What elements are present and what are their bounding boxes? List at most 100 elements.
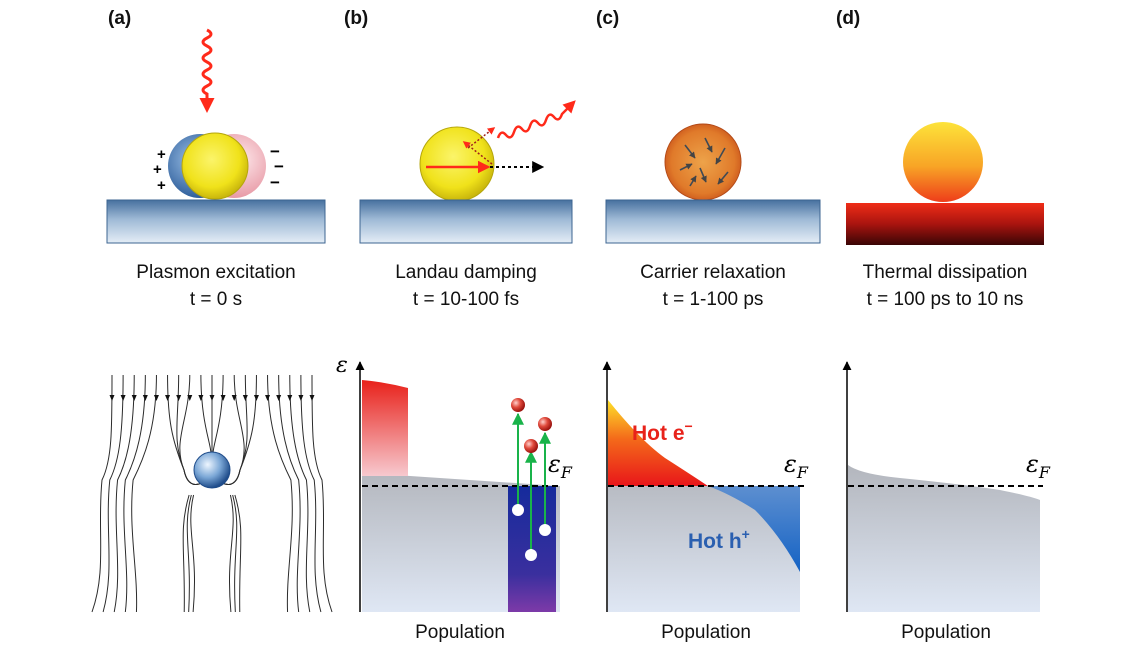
scattered-arrow <box>467 127 496 149</box>
incident-photon-icon <box>199 28 215 113</box>
emitted-photon-icon <box>496 100 576 139</box>
field-line <box>278 374 301 613</box>
caption-title: Carrier relaxation <box>640 262 786 283</box>
field-arrow-icon <box>220 395 226 401</box>
minus-sign: − <box>274 157 284 176</box>
field-line <box>228 494 234 613</box>
field-arrow-icon <box>287 395 293 401</box>
hot-electron <box>524 439 538 453</box>
hot-nanoparticle <box>664 123 742 201</box>
field-arrow-icon <box>153 395 159 401</box>
field-arrow-icon <box>276 395 282 401</box>
caption-title: Thermal dissipation <box>862 262 1028 283</box>
hot-hole-label: Hot h+ <box>688 526 750 553</box>
heated-nanoparticle <box>903 122 983 202</box>
field-line <box>267 374 293 613</box>
field-arrow-icon <box>253 395 259 401</box>
gold-nanoparticle <box>419 126 495 202</box>
field-line <box>311 374 333 613</box>
x-axis-label: Population <box>661 622 751 643</box>
field-arrow-icon <box>198 395 204 401</box>
energy-axis-label: ε <box>336 353 348 378</box>
hot-electron-distribution <box>608 400 708 486</box>
field-arrow-icon <box>265 395 271 401</box>
field-arrow-icon <box>209 395 215 401</box>
panel-label-d: (d) <box>836 8 861 29</box>
hot-hole-distribution <box>708 486 800 572</box>
panel-b-illustration <box>359 100 576 244</box>
scattered-arrow <box>462 141 493 165</box>
caption-d: Thermal dissipation t = 100 ps to 10 ns <box>815 259 1075 313</box>
panel-label-a: (a) <box>108 8 132 29</box>
field-line <box>300 374 322 613</box>
field-arrow-icon <box>242 395 248 401</box>
field-arrow-icon <box>120 395 126 401</box>
field-line <box>186 494 192 613</box>
x-axis-label: Population <box>415 622 505 643</box>
field-arrow-icon <box>142 395 148 401</box>
field-line <box>123 374 146 613</box>
plot-d: εF <box>842 361 1051 612</box>
field-line <box>212 374 224 453</box>
panel-d-illustration <box>846 122 1044 245</box>
excited-electron-block <box>362 380 408 476</box>
panel-label-b: (b) <box>344 8 369 29</box>
fermi-level-label: εF <box>548 450 573 482</box>
caption-time: t = 10-100 fs <box>412 289 520 310</box>
caption-a: Plasmon excitation t = 0 s <box>86 259 346 313</box>
hot-electron-label: Hot e− <box>632 418 693 445</box>
field-line <box>131 374 157 613</box>
field-arrow-icon <box>176 395 182 401</box>
substrate <box>605 199 821 244</box>
field-line <box>289 374 311 613</box>
panel-c-illustration <box>605 123 821 244</box>
panel-label-c: (c) <box>596 8 620 29</box>
fermi-level-label: εF <box>784 450 809 482</box>
panel-a-illustration: + + + − − − <box>106 28 326 244</box>
x-axis-label: Population <box>901 622 991 643</box>
minus-sign: − <box>270 142 280 161</box>
plus-sign: + <box>153 161 162 178</box>
field-line <box>179 374 207 485</box>
hot-electron <box>538 417 552 431</box>
field-line <box>232 494 238 613</box>
field-line <box>113 374 135 613</box>
plot-c: Hot e− Hot h+ εF <box>602 361 809 612</box>
substrate <box>106 199 326 244</box>
field-arrow-icon <box>231 395 237 401</box>
substrate <box>359 199 573 244</box>
caption-time: t = 100 ps to 10 ns <box>866 289 1024 310</box>
caption-title: Landau damping <box>395 262 537 283</box>
fermi-level-label: εF <box>1026 450 1051 482</box>
caption-title: Plasmon excitation <box>136 262 296 283</box>
field-line <box>234 494 242 613</box>
field-line <box>190 494 196 613</box>
hole <box>512 504 524 516</box>
caption-c: Carrier relaxation t = 1-100 ps <box>583 259 843 313</box>
field-arrow-icon <box>298 395 304 401</box>
metal-sphere <box>193 451 231 489</box>
hole <box>525 549 537 561</box>
gold-nanoparticle <box>181 132 249 200</box>
field-arrow-icon <box>309 395 315 401</box>
hot-electron <box>511 398 525 412</box>
field-arrow-icon <box>131 395 137 401</box>
fermi-sea <box>848 465 1040 612</box>
hole <box>539 524 551 536</box>
field-line <box>182 494 190 613</box>
field-line <box>200 374 212 453</box>
heated-substrate <box>846 203 1044 245</box>
field-line <box>102 374 124 613</box>
field-line <box>217 374 257 485</box>
field-line-diagram <box>91 374 333 613</box>
carrier-arrows <box>679 137 729 187</box>
minus-sign: − <box>270 173 280 192</box>
field-arrow-icon <box>109 395 115 401</box>
caption-time: t = 1-100 ps <box>662 289 764 310</box>
plus-sign: + <box>157 177 166 194</box>
plot-b: ε εF <box>336 353 573 612</box>
field-arrow-icon <box>187 395 193 401</box>
caption-b: Landau damping t = 10-100 fs <box>336 259 596 313</box>
field-line <box>91 374 113 613</box>
